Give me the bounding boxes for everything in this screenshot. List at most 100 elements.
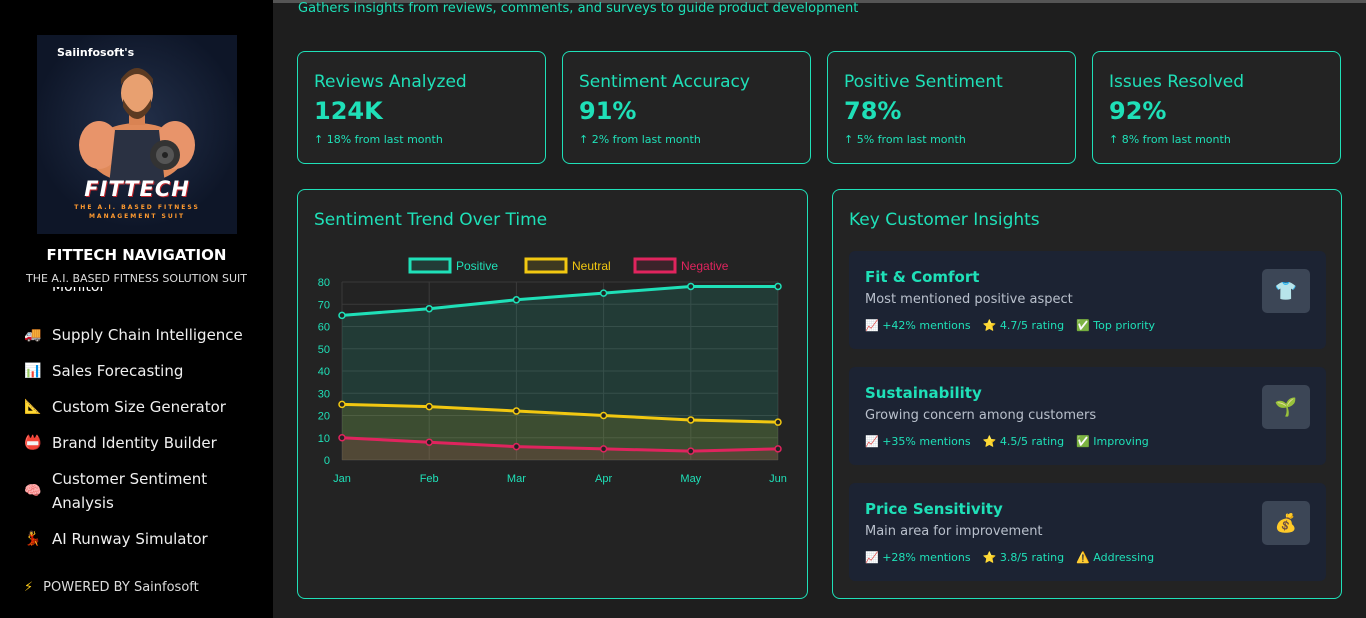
legend-swatch bbox=[633, 257, 677, 274]
bodybuilder-icon bbox=[79, 68, 195, 185]
stat-value: 92% bbox=[1109, 97, 1167, 125]
nav-item-custom-size[interactable]: 📐 Custom Size Generator bbox=[24, 395, 264, 419]
y-tick-label: 70 bbox=[318, 299, 330, 311]
x-tick-label: May bbox=[680, 473, 701, 485]
data-point bbox=[425, 304, 433, 313]
nav-item-label: AI Runway Simulator bbox=[52, 530, 208, 548]
dancer-icon: 💃 bbox=[24, 531, 42, 547]
insight-tags: 📈 +35% mentions ⭐ 4.5/5 rating ✅ Improvi… bbox=[865, 435, 1149, 448]
insight-card-price-sensitivity[interactable]: Price Sensitivity Main area for improvem… bbox=[849, 483, 1326, 581]
powered-by-text: POWERED BY Sainfosoft bbox=[43, 580, 199, 595]
data-point bbox=[338, 311, 346, 320]
nav-item-label: Brand Identity Builder bbox=[52, 434, 217, 452]
insight-card-fit-comfort[interactable]: Fit & Comfort Most mentioned positive as… bbox=[849, 251, 1326, 349]
x-tick-label: Jun bbox=[769, 473, 787, 485]
triangle-ruler-icon: 📐 bbox=[24, 399, 42, 415]
stat-value: 78% bbox=[844, 97, 902, 125]
data-point bbox=[512, 442, 521, 451]
data-point bbox=[774, 418, 782, 426]
y-tick-label: 50 bbox=[318, 344, 330, 356]
stat-change: ↑ 8% from last month bbox=[1109, 133, 1231, 146]
data-point bbox=[774, 445, 782, 453]
mentions-tag: 📈 +42% mentions bbox=[865, 319, 971, 332]
insight-card-sustainability[interactable]: Sustainability Growing concern among cus… bbox=[849, 367, 1326, 465]
legend-label: Neutral bbox=[572, 259, 611, 273]
data-point bbox=[599, 445, 608, 453]
y-tick-label: 40 bbox=[318, 366, 330, 378]
lightning-icon: ⚡ bbox=[24, 580, 34, 595]
nav-item-monitor-partial[interactable]: Monitor bbox=[52, 287, 106, 295]
stat-label: Reviews Analyzed bbox=[314, 72, 467, 92]
nav-item-label: Supply Chain Intelligence bbox=[52, 326, 243, 344]
data-point bbox=[425, 402, 433, 411]
customer-insights-panel: Key Customer Insights Fit & Comfort Most… bbox=[832, 189, 1342, 599]
data-point bbox=[599, 289, 608, 297]
legend-label: Positive bbox=[456, 259, 498, 273]
insight-description: Main area for improvement bbox=[865, 524, 1043, 539]
nav-item-supply-chain[interactable]: 🚚 Supply Chain Intelligence bbox=[24, 323, 264, 347]
data-point bbox=[338, 400, 346, 409]
nav-item-ai-runway[interactable]: 💃 AI Runway Simulator bbox=[24, 527, 264, 551]
insight-description: Most mentioned positive aspect bbox=[865, 292, 1073, 307]
nav-item-brand-identity[interactable]: 📛 Brand Identity Builder bbox=[24, 431, 264, 455]
series-line-negative bbox=[341, 436, 779, 453]
logo-title: FITTECH bbox=[84, 177, 190, 201]
y-tick-label: 60 bbox=[318, 322, 330, 334]
stat-value: 124K bbox=[314, 97, 383, 125]
data-point bbox=[774, 282, 782, 291]
nav-item-label: Custom Size Generator bbox=[52, 398, 226, 416]
status-tag: ✅ Improving bbox=[1076, 435, 1149, 448]
page-subtitle: Gathers insights from reviews, comments,… bbox=[298, 1, 859, 16]
mentions-tag: 📈 +28% mentions bbox=[865, 551, 971, 564]
mentions-tag: 📈 +35% mentions bbox=[865, 435, 971, 448]
x-tick-label: Mar bbox=[507, 473, 526, 485]
x-tick-label: Feb bbox=[420, 473, 439, 485]
series-line-positive bbox=[341, 284, 778, 317]
panel-title: Sentiment Trend Over Time bbox=[314, 210, 548, 230]
stat-change: ↑ 2% from last month bbox=[579, 133, 701, 146]
nav-item-customer-sentiment[interactable]: 🧠 Customer Sentiment Analysis bbox=[24, 467, 264, 515]
legend-swatch bbox=[524, 257, 568, 274]
status-tag: ✅ Top priority bbox=[1076, 319, 1156, 332]
nav-list: Monitor 🚚 Supply Chain Intelligence 📊 Sa… bbox=[0, 287, 273, 557]
panel-title: Key Customer Insights bbox=[849, 210, 1040, 230]
stat-card-issues: Issues Resolved 92% ↑ 8% from last month bbox=[1092, 51, 1341, 164]
logo-brand-text: Saiinfosoft's bbox=[57, 46, 135, 59]
seedling-icon: 🌱 bbox=[1262, 385, 1310, 429]
rating-tag: ⭐ 4.5/5 rating bbox=[982, 435, 1065, 448]
stat-change: ↑ 5% from last month bbox=[844, 133, 966, 146]
logo-tagline: THE A.I. BASED FITNESS MANAGEMENT SUIT bbox=[74, 204, 200, 220]
series-area-neutral bbox=[342, 404, 778, 460]
sentiment-trend-panel: Sentiment Trend Over Time 0 10 20 30 40 50 60 7… bbox=[297, 189, 808, 599]
x-tick-label: Jan bbox=[333, 473, 351, 485]
y-tick-label: 80 bbox=[318, 277, 330, 289]
data-point bbox=[687, 447, 695, 455]
brain-icon: 🧠 bbox=[24, 483, 42, 499]
tshirt-icon: 👕 bbox=[1262, 269, 1310, 313]
y-tick-label: 20 bbox=[318, 411, 330, 423]
nav-title: FITTECH NAVIGATION bbox=[46, 246, 227, 264]
sentiment-trend-chart[interactable]: 0 10 20 30 40 50 60 70 80 Jan Feb Mar Apr May Jun Posit… bbox=[298, 190, 807, 598]
fittech-logo[interactable]: Saiinfosoft's FITTECH THE A.I. BASED FIT… bbox=[37, 35, 237, 234]
rating-tag: ⭐ 4.7/5 rating bbox=[982, 319, 1065, 332]
y-tick-label: 30 bbox=[318, 388, 330, 400]
nav-item-label: Customer Sentiment Analysis bbox=[52, 470, 208, 512]
y-tick-label: 10 bbox=[318, 433, 330, 445]
stat-card-accuracy: Sentiment Accuracy 91% ↑ 2% from last mo… bbox=[562, 51, 811, 164]
top-divider bbox=[273, 0, 1366, 3]
series-area-positive bbox=[342, 286, 778, 460]
nav-item-sales-forecasting[interactable]: 📊 Sales Forecasting bbox=[24, 359, 264, 383]
stat-label: Sentiment Accuracy bbox=[579, 72, 750, 92]
money-bag-icon: 💰 bbox=[1262, 501, 1310, 545]
data-point bbox=[338, 434, 346, 442]
bar-chart-icon: 📊 bbox=[24, 363, 42, 379]
insight-description: Growing concern among customers bbox=[865, 408, 1097, 423]
series-line-neutral bbox=[341, 402, 779, 424]
powered-by: ⚡ POWERED BY Sainfosoft bbox=[24, 580, 199, 595]
y-tick-label: 0 bbox=[324, 455, 330, 467]
data-point bbox=[425, 438, 433, 446]
legend-label: Negative bbox=[681, 259, 729, 273]
data-point bbox=[687, 282, 695, 291]
stat-label: Positive Sentiment bbox=[844, 72, 1003, 92]
stat-card-reviews: Reviews Analyzed 124K ↑ 18% from last mo… bbox=[297, 51, 546, 164]
